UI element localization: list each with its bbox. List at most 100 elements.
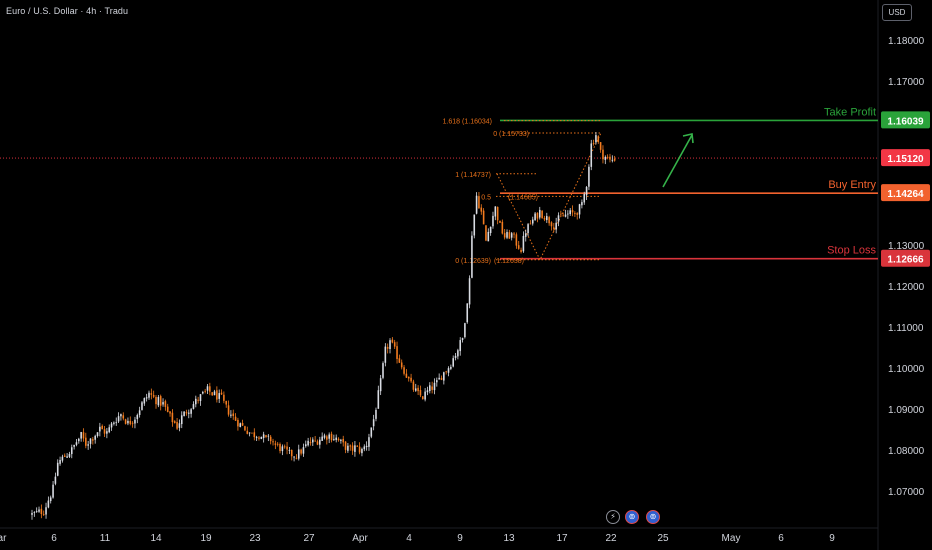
candle [473,214,476,236]
candle [604,156,607,160]
candle [426,390,429,393]
candle [190,409,192,414]
candle [92,439,94,441]
candle [592,143,595,144]
candle [443,372,445,381]
candle [461,338,464,340]
candle [489,226,492,233]
candle [529,223,532,225]
candle [61,456,64,461]
currency-selector[interactable]: USD [882,4,912,21]
candle [354,445,356,452]
candle [368,437,370,447]
candle [211,392,213,396]
x-tick-label: 14 [150,533,162,544]
candle [466,303,469,323]
candle [326,436,328,440]
candle [59,459,61,464]
candle [180,415,183,425]
candle [152,395,155,397]
candle [391,339,394,343]
buy-entry-price-tag[interactable] [881,184,930,202]
lightning-icon[interactable]: ⚡ [606,510,620,524]
candle [199,394,202,401]
candle [349,445,352,447]
last-price-tag[interactable] [881,149,930,167]
candle [290,450,293,457]
candle [209,386,211,392]
x-tick-label: 22 [605,533,617,544]
last-price-tag-text: 1.15120 [887,154,924,165]
x-tick-label: 4 [406,533,412,544]
take-profit-price-tag[interactable] [881,111,930,129]
candle [45,507,47,515]
candle [321,436,323,441]
event-marker-icon[interactable]: ⊚ [646,510,660,524]
fib-ext-label: 1.618 (1.16034) [443,119,492,126]
candle [218,393,220,399]
candle [286,446,288,450]
candle [414,388,417,391]
candle [478,196,480,209]
candle [342,438,345,443]
candle [536,212,539,219]
candle [195,398,197,405]
target-arrow-icon[interactable] [662,134,693,188]
candle [178,423,181,428]
candle [103,429,106,434]
y-tick-label: 1.07000 [888,487,925,498]
candle [96,432,99,437]
candle [187,412,190,414]
candle [590,143,593,167]
candle [344,441,347,450]
candle [487,231,490,242]
candle [223,394,225,401]
candle [113,422,115,424]
candle [166,406,169,412]
candle [319,439,321,445]
candle [49,497,52,501]
candle [40,508,43,515]
candle [356,445,359,447]
candle [225,400,228,405]
candle [246,430,249,434]
candle [522,235,525,252]
candle [599,142,602,150]
candle [312,439,314,443]
candle [555,222,557,230]
candle [576,213,579,215]
candle [613,158,616,161]
candle [471,235,473,278]
candle [316,441,319,445]
candle [560,214,562,216]
stop-loss-label: Stop Loss [827,245,876,257]
stop-loss-price-tag-text: 1.12666 [887,255,924,266]
candle [42,514,45,515]
candle [120,414,122,417]
candle [330,433,333,441]
candle [108,427,111,433]
candle [269,436,272,442]
y-tick-label: 1.10000 [888,364,925,375]
candle [457,350,459,357]
candle [335,437,337,440]
candle [309,442,312,444]
candle [585,187,588,196]
candle [496,206,499,221]
y-tick-label: 1.17000 [888,77,925,88]
event-marker-icon[interactable]: ⊚ [625,510,639,524]
candle [492,215,494,227]
candle [164,401,167,407]
candle [475,195,478,214]
candle [94,435,96,440]
candle [506,232,508,238]
fib-trendline [496,132,602,261]
candle [494,206,497,217]
stop-loss-price-tag[interactable] [881,249,930,267]
candle [513,233,515,235]
candle [340,439,342,441]
candle [307,440,309,446]
candle [546,216,548,221]
candle [375,409,377,419]
